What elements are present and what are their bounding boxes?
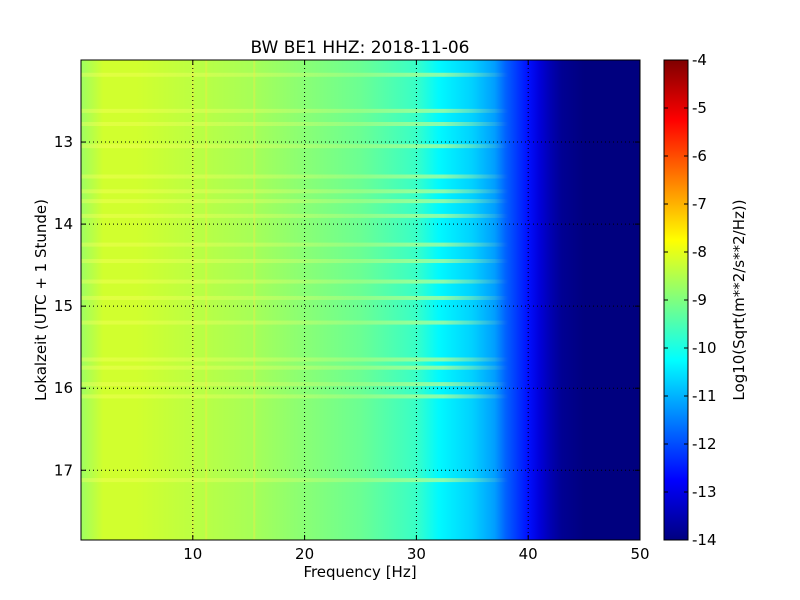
colorbar-ticks: -4 -5 -6 -7 -8 -9 -10 -11 -12 -13 -14	[664, 51, 717, 549]
horizontal-bands	[81, 72, 585, 483]
band	[81, 199, 585, 204]
band	[81, 295, 585, 300]
band	[81, 357, 585, 362]
band	[81, 365, 585, 370]
colorbar-tick-label: -9	[692, 291, 707, 309]
x-tick-label: 50	[630, 545, 649, 563]
plot-frame	[80, 59, 641, 541]
colorbar-tick-label: -8	[692, 243, 707, 261]
y-axis: 13 14 15 16 17	[54, 133, 640, 479]
band	[81, 189, 585, 194]
y-tick-label: 13	[54, 133, 73, 151]
colorbar-tick-label: -6	[692, 147, 707, 165]
y-tick-label: 17	[54, 461, 73, 479]
colorbar-tick-label: -10	[692, 339, 717, 357]
x-tick-label: 10	[183, 545, 202, 563]
colorbar-label: Log10(Sqrt(m**2/s**2/Hz))	[730, 199, 748, 400]
band	[81, 242, 585, 247]
colorbar-tick-label: -12	[692, 435, 717, 453]
band	[81, 394, 585, 399]
band	[81, 320, 585, 325]
colorbar-tick-label: -5	[692, 99, 707, 117]
x-tick-label: 20	[295, 545, 314, 563]
x-axis-label: Frequency [Hz]	[303, 563, 416, 581]
x-axis: 10 20 30 40 50	[183, 60, 650, 563]
colorbar-tick-label: -4	[692, 51, 707, 69]
colorbar-tick-label: -13	[692, 483, 717, 501]
band	[81, 478, 585, 483]
band	[81, 259, 585, 264]
streak	[253, 60, 256, 540]
colorbar-tick-label: -14	[692, 531, 717, 549]
band	[81, 122, 585, 126]
colorbar-tick-label: -7	[692, 195, 707, 213]
y-axis-label: Lokalzeit (UTC + 1 Stunde)	[32, 199, 50, 401]
band	[81, 144, 585, 149]
colorbar-tick-label: -11	[692, 387, 717, 405]
y-tick-label: 14	[54, 215, 73, 233]
heatmap-base	[81, 60, 640, 540]
chart-title: BW BE1 HHZ: 2018-11-06	[250, 38, 469, 58]
band	[81, 279, 585, 284]
y-tick-label: 16	[54, 379, 73, 397]
band	[81, 72, 585, 77]
band	[81, 174, 585, 179]
band	[81, 382, 585, 387]
y-tick-label: 15	[54, 297, 73, 315]
band	[81, 108, 585, 113]
x-tick-label: 40	[519, 545, 538, 563]
plot-area	[81, 60, 640, 540]
x-tick-label: 30	[407, 545, 426, 563]
band	[81, 213, 585, 218]
grid-lines	[81, 60, 640, 540]
streak	[205, 60, 208, 540]
